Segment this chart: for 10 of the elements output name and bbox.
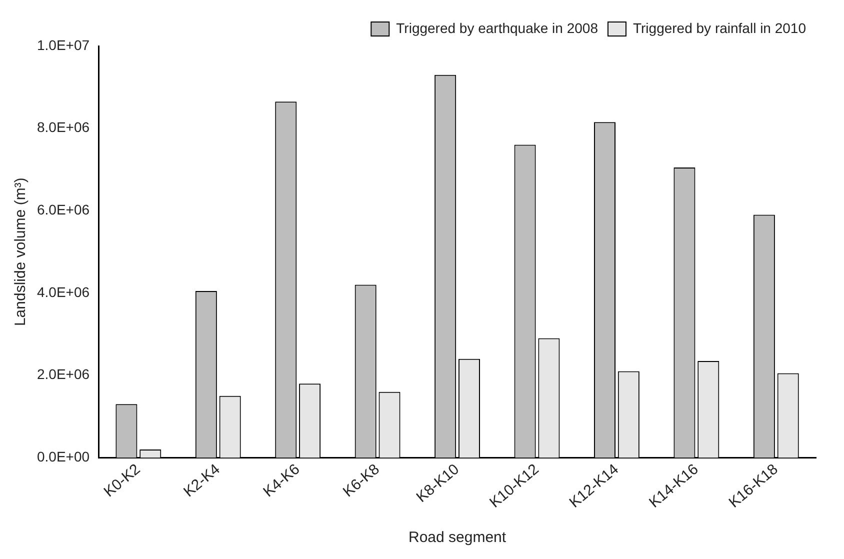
y-tick-label: 8.0E+06 [36, 119, 90, 136]
y-tick-label: 6.0E+06 [36, 202, 90, 218]
y-tick-label: 4.0E+06 [36, 284, 90, 300]
x-axis-title: Road segment [408, 529, 507, 546]
legend-label: Triggered by rainfall in 2010 [632, 20, 806, 36]
y-tick-label: 1.0E+07 [36, 36, 90, 53]
y-tick-label: 0.0E+00 [36, 448, 90, 465]
legend-label: Triggered by earthquake in 2008 [396, 20, 598, 36]
y-axis-title: Landslide volume (m³) [12, 178, 30, 326]
y-tick-label: 2.0E+06 [36, 366, 90, 382]
